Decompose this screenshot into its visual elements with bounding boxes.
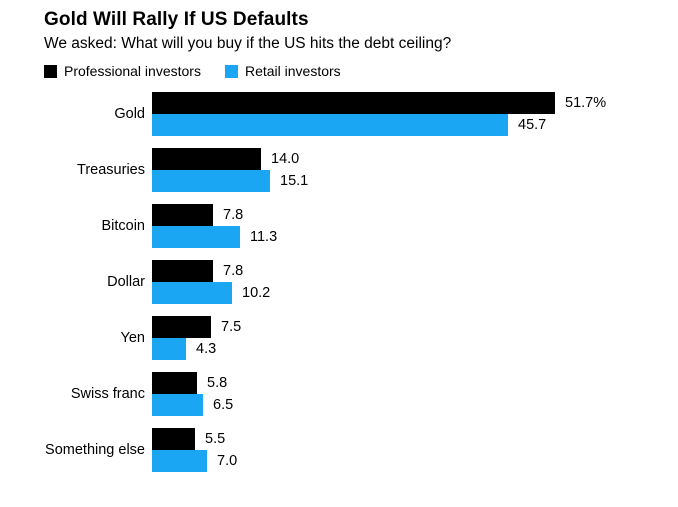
bar-line: 10.2: [152, 282, 270, 304]
value-label: 7.8: [223, 263, 244, 279]
bar-retail-investors: [152, 114, 508, 136]
bar-line: 7.8: [152, 204, 277, 226]
value-label: 6.5: [213, 397, 234, 413]
bar-group: 7.5 4.3: [152, 316, 241, 360]
value-label: 7.8: [223, 207, 244, 223]
bar-retail-investors: [152, 226, 240, 248]
bar-retail-investors: [152, 450, 207, 472]
legend: Professional investors Retail investors: [44, 63, 678, 80]
chart-subtitle: We asked: What will you buy if the US hi…: [44, 35, 452, 52]
chart-row: Swiss franc 5.8 6.5: [44, 372, 678, 416]
bar-line: 14.0: [152, 148, 308, 170]
bar-professional-investors: [152, 372, 197, 394]
bar-professional-investors: [152, 316, 211, 338]
value-label: 45.7: [518, 117, 547, 133]
bar-retail-investors: [152, 282, 232, 304]
value-label: 11.3: [250, 229, 278, 245]
value-label: 4.3: [196, 341, 217, 357]
bar-line: 7.8: [152, 260, 270, 282]
bar-line: 4.3: [152, 338, 241, 360]
legend-swatch-retail-icon: [224, 65, 238, 78]
bar-group: 51.7% 45.7: [152, 92, 606, 136]
chart-row: Gold 51.7% 45.7: [44, 92, 678, 136]
bar-line: 7.5: [152, 316, 241, 338]
bar-group: 5.8 6.5: [152, 372, 233, 416]
bar-professional-investors: [152, 260, 213, 282]
category-label: Swiss franc: [70, 386, 145, 402]
legend-swatch-professional-icon: [44, 65, 57, 78]
bar-line: 11.3: [152, 226, 277, 248]
value-label: 51.7%: [565, 95, 607, 111]
category-label: Dollar: [107, 274, 145, 290]
bar-line: 15.1: [152, 170, 308, 192]
chart-row: Yen 7.5 4.3: [44, 316, 678, 360]
bar-group: 5.5 7.0: [152, 428, 237, 472]
bar-professional-investors: [152, 148, 261, 170]
bar-professional-investors: [152, 428, 195, 450]
bar-professional-investors: [152, 204, 213, 226]
category-label: Something else: [45, 442, 145, 458]
bar-line: 6.5: [152, 394, 233, 416]
chart-row: Treasuries 14.0 15.1: [44, 148, 678, 192]
bar-retail-investors: [152, 338, 186, 360]
bar-group: 7.8 11.3: [152, 204, 277, 248]
category-label: Yen: [120, 330, 145, 346]
legend-item-professional-investors: Professional investors: [44, 63, 201, 80]
bar-professional-investors: [152, 92, 555, 114]
bar-line: 51.7%: [152, 92, 606, 114]
legend-item-retail-investors: Retail investors: [224, 63, 341, 80]
value-label: 10.2: [242, 285, 271, 301]
chart-title: Gold Will Rally If US Defaults: [44, 9, 309, 30]
category-label: Gold: [114, 106, 145, 122]
value-label: 15.1: [280, 173, 309, 189]
value-label: 7.5: [221, 319, 242, 335]
bar-chart: Gold 51.7% 45.7 Treasuries 14.0 15.1 Bitcoin 7.…: [44, 92, 678, 472]
bar-retail-investors: [152, 170, 270, 192]
value-label: 7.0: [217, 453, 238, 469]
value-label: 5.5: [205, 431, 226, 447]
bar-line: 5.8: [152, 372, 233, 394]
category-label: Treasuries: [77, 162, 145, 178]
bar-line: 45.7: [152, 114, 606, 136]
bar-group: 14.0 15.1: [152, 148, 308, 192]
chart-row: Bitcoin 7.8 11.3: [44, 204, 678, 248]
bar-line: 5.5: [152, 428, 237, 450]
chart-row: Something else 5.5 7.0: [44, 428, 678, 472]
bar-group: 7.8 10.2: [152, 260, 270, 304]
legend-label-professional: Professional investors: [64, 63, 201, 79]
bar-retail-investors: [152, 394, 203, 416]
legend-label-retail: Retail investors: [244, 63, 341, 79]
category-label: Bitcoin: [101, 218, 145, 234]
value-label: 5.8: [207, 375, 228, 391]
bar-line: 7.0: [152, 450, 237, 472]
value-label: 14.0: [271, 151, 300, 167]
chart-row: Dollar 7.8 10.2: [44, 260, 678, 304]
